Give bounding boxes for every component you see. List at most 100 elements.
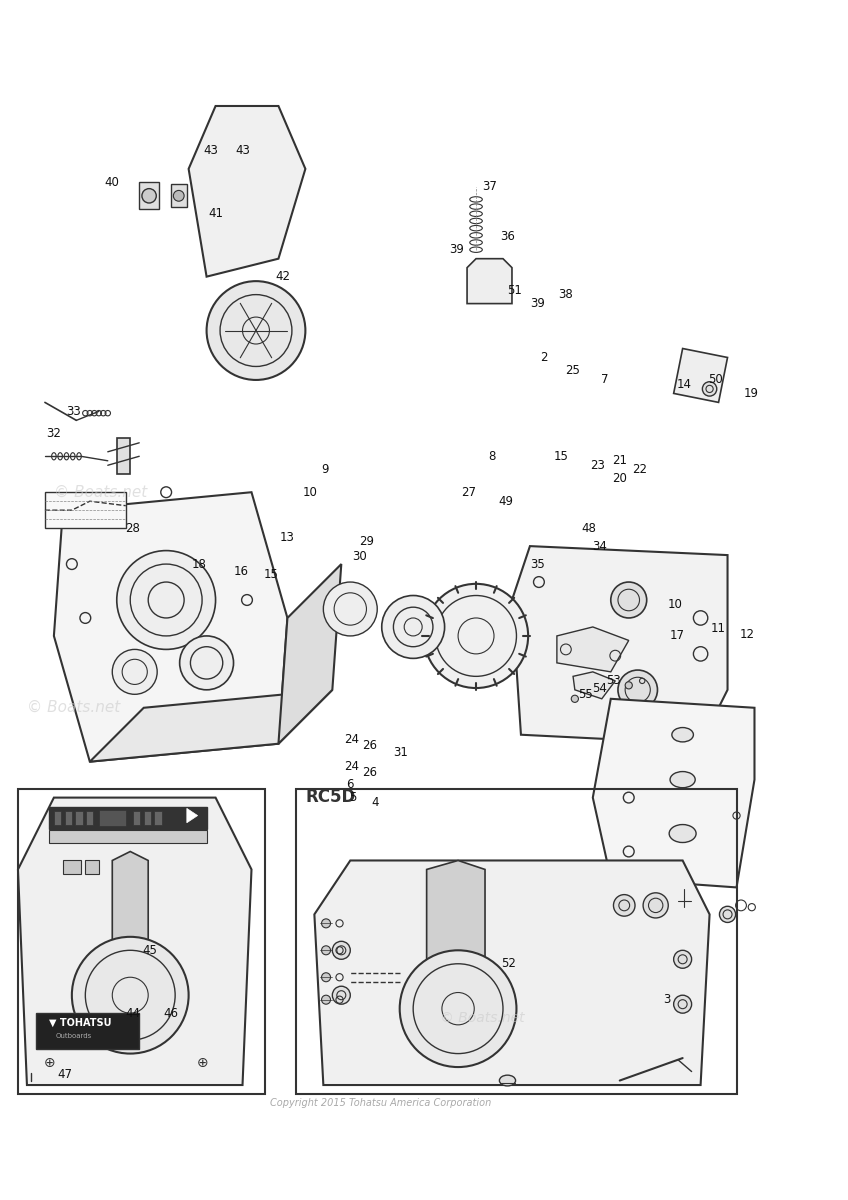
Text: 41: 41 [208, 208, 223, 221]
Text: 37: 37 [482, 180, 497, 193]
Text: ▼ TOHATSU: ▼ TOHATSU [49, 1018, 112, 1027]
Text: 3: 3 [663, 994, 670, 1006]
Bar [86, 860, 99, 874]
Text: 45: 45 [142, 943, 158, 956]
Text: 9: 9 [321, 463, 329, 476]
Bar [54, 811, 61, 826]
Circle shape [625, 682, 633, 689]
Text: 53: 53 [606, 674, 621, 688]
Text: 31: 31 [393, 746, 408, 760]
Text: 51: 51 [507, 283, 522, 296]
Circle shape [719, 906, 735, 923]
Bar [154, 811, 162, 826]
Bar [63, 860, 81, 874]
Text: 35: 35 [530, 558, 544, 570]
Bar [297, 788, 737, 1094]
Text: ⊕: ⊕ [43, 1056, 55, 1070]
Text: 38: 38 [559, 288, 573, 301]
Ellipse shape [672, 727, 694, 742]
Text: 39: 39 [530, 298, 544, 310]
Polygon shape [315, 860, 710, 1085]
Bar [18, 788, 265, 1094]
Text: 16: 16 [233, 565, 248, 577]
Circle shape [72, 937, 188, 1054]
Polygon shape [117, 438, 131, 474]
Circle shape [611, 582, 647, 618]
Text: 7: 7 [600, 373, 608, 386]
Bar [36, 1013, 139, 1049]
Text: 8: 8 [488, 450, 496, 463]
Text: © Boats.net: © Boats.net [54, 485, 148, 499]
Bar [117, 950, 143, 964]
Text: 34: 34 [593, 540, 607, 553]
Text: © Boats.net: © Boats.net [27, 701, 120, 715]
Circle shape [321, 919, 331, 928]
Text: 10: 10 [668, 598, 683, 611]
Circle shape [321, 995, 331, 1004]
Text: 32: 32 [47, 427, 61, 440]
Ellipse shape [669, 824, 696, 842]
Bar [133, 811, 140, 826]
Text: 24: 24 [344, 733, 360, 745]
Text: 15: 15 [554, 450, 569, 463]
Text: 43: 43 [235, 144, 250, 157]
Circle shape [613, 895, 635, 916]
Text: 25: 25 [566, 365, 581, 378]
Text: 12: 12 [739, 628, 755, 641]
Text: Copyright 2015 Tohatsu America Corporation: Copyright 2015 Tohatsu America Corporati… [271, 1098, 492, 1108]
Text: 54: 54 [593, 682, 607, 695]
Circle shape [332, 986, 350, 1004]
Text: 30: 30 [352, 551, 366, 563]
Text: 10: 10 [303, 486, 317, 499]
Polygon shape [278, 564, 341, 744]
Text: 26: 26 [363, 739, 377, 752]
Text: 44: 44 [126, 1007, 141, 1020]
Ellipse shape [670, 772, 695, 787]
Text: 48: 48 [581, 522, 596, 535]
Circle shape [180, 636, 233, 690]
Text: 22: 22 [632, 463, 647, 476]
Circle shape [673, 995, 692, 1013]
Text: 2: 2 [539, 350, 547, 364]
Circle shape [618, 670, 657, 709]
Bar [139, 182, 159, 209]
Text: RC5D: RC5D [305, 788, 355, 806]
Circle shape [572, 695, 578, 702]
Text: 49: 49 [498, 494, 513, 508]
Text: 46: 46 [163, 1007, 178, 1020]
Circle shape [112, 649, 157, 695]
Polygon shape [673, 348, 728, 402]
Circle shape [323, 582, 377, 636]
Bar [431, 964, 481, 982]
Bar [64, 811, 72, 826]
Text: 39: 39 [449, 244, 464, 257]
Text: 18: 18 [192, 558, 207, 570]
Text: 17: 17 [670, 630, 684, 642]
Circle shape [321, 946, 331, 955]
Polygon shape [593, 698, 755, 888]
Text: 4: 4 [371, 796, 379, 809]
Text: 15: 15 [264, 569, 279, 581]
Text: 28: 28 [126, 522, 141, 535]
Ellipse shape [499, 1075, 516, 1086]
Bar [75, 811, 82, 826]
Polygon shape [557, 626, 628, 672]
Text: 42: 42 [276, 270, 290, 283]
Polygon shape [187, 809, 198, 823]
Text: 11: 11 [711, 623, 726, 635]
Text: 40: 40 [105, 176, 120, 188]
Circle shape [207, 281, 305, 380]
Circle shape [643, 893, 668, 918]
Text: 50: 50 [708, 373, 723, 386]
Bar [45, 492, 126, 528]
Text: © Boats.net: © Boats.net [440, 1012, 525, 1025]
Text: 33: 33 [66, 404, 81, 418]
Polygon shape [112, 852, 148, 977]
Polygon shape [90, 690, 332, 762]
Text: 29: 29 [359, 535, 374, 548]
Text: 19: 19 [744, 386, 758, 400]
Circle shape [399, 950, 516, 1067]
Text: 5: 5 [349, 791, 357, 804]
Text: 27: 27 [461, 486, 477, 499]
Bar [143, 811, 151, 826]
